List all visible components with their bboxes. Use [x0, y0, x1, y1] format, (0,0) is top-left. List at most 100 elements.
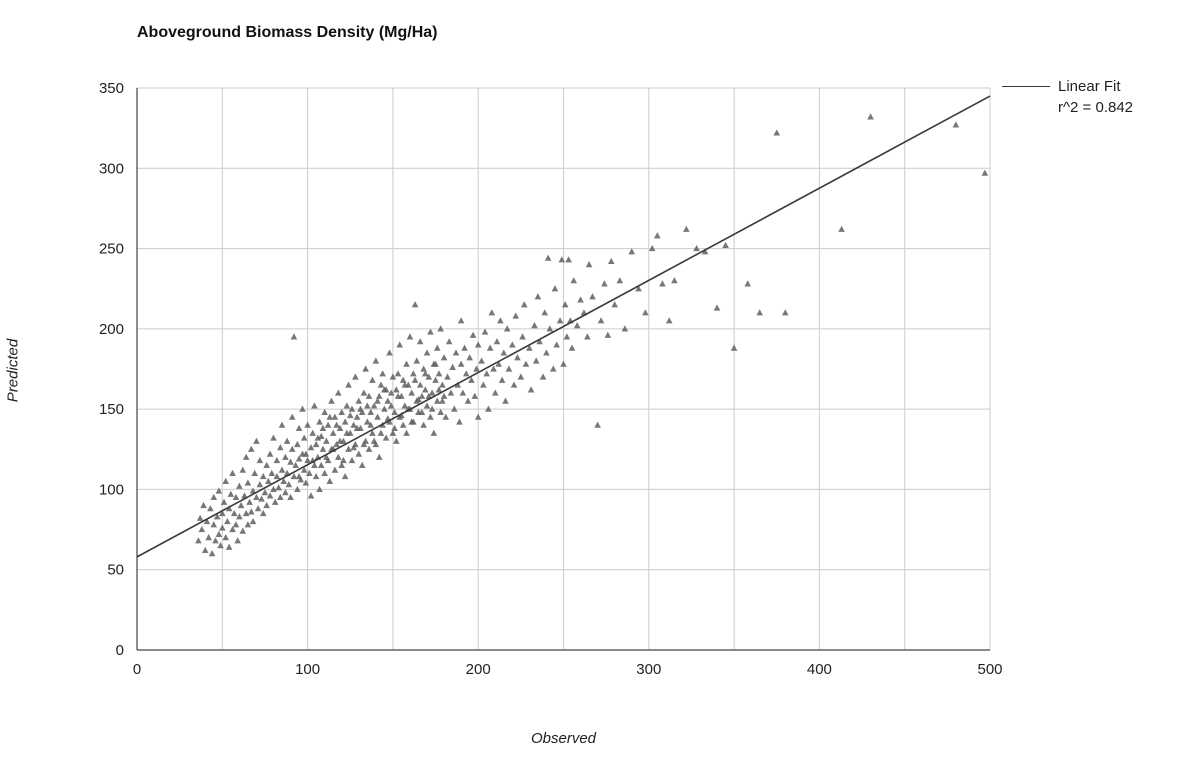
data-point: [222, 534, 230, 541]
data-point: [367, 421, 375, 428]
data-point: [343, 402, 351, 409]
data-point: [271, 498, 279, 505]
data-point: [350, 421, 357, 428]
legend-r-squared: r^2 = 0.842: [1058, 99, 1134, 116]
data-point: [391, 408, 398, 415]
data-point: [512, 312, 520, 319]
legend-label: Linear Fit: [1058, 78, 1121, 95]
data-point: [642, 309, 649, 316]
data-point: [396, 413, 404, 420]
data-point: [300, 434, 308, 441]
data-point: [287, 493, 294, 501]
data-point: [263, 501, 270, 509]
data-point: [225, 505, 233, 512]
data-point: [433, 344, 441, 351]
data-point: [224, 517, 231, 525]
data-point: [220, 498, 228, 505]
chart-title: Aboveground Biomass Density (Mg/Ha): [137, 24, 438, 41]
data-point: [565, 256, 572, 263]
data-point: [242, 453, 250, 460]
x-tick-label: 200: [466, 661, 491, 678]
data-point: [297, 476, 305, 483]
data-point: [561, 301, 569, 308]
data-point: [375, 453, 383, 460]
data-point: [304, 421, 311, 428]
data-point: [403, 429, 410, 436]
gridlines: [136, 87, 991, 651]
data-point: [420, 365, 427, 372]
data-point: [311, 461, 318, 468]
data-point: [744, 280, 752, 287]
data-point: [213, 513, 221, 520]
data-point: [416, 381, 424, 388]
data-point: [659, 280, 666, 287]
data-point: [541, 309, 549, 316]
data-point: [295, 455, 303, 462]
data-point: [427, 328, 434, 335]
data-point: [461, 344, 468, 351]
data-point: [423, 402, 431, 409]
data-point: [365, 445, 373, 452]
data-point: [280, 477, 288, 484]
data-point: [665, 317, 673, 324]
data-point: [693, 244, 700, 252]
data-point: [509, 341, 516, 348]
data-point: [312, 472, 320, 480]
data-point: [304, 456, 311, 464]
data-point: [713, 304, 721, 311]
data-point: [362, 437, 369, 444]
data-point: [445, 338, 453, 345]
data-point: [246, 498, 253, 505]
data-point: [198, 525, 206, 533]
data-point: [589, 293, 596, 300]
data-point: [404, 381, 412, 388]
data-point: [520, 301, 528, 308]
data-point: [462, 370, 470, 377]
data-point: [495, 360, 502, 367]
x-tick-label: 100: [295, 661, 320, 678]
data-point: [481, 328, 489, 335]
data-point: [219, 524, 226, 531]
data-point: [382, 434, 390, 441]
data-point: [553, 341, 560, 348]
data-point: [408, 389, 415, 396]
data-point: [452, 349, 460, 356]
x-tick-label: 300: [636, 661, 661, 678]
data-point: [314, 434, 322, 441]
data-point: [311, 402, 318, 409]
data-point: [239, 527, 247, 534]
data-point: [316, 485, 323, 493]
data-point: [335, 389, 342, 396]
data-point: [415, 395, 422, 403]
data-point: [244, 521, 252, 528]
data-point: [317, 461, 325, 468]
y-tick-label: 100: [99, 481, 124, 498]
data-point: [248, 445, 255, 452]
data-point: [425, 373, 433, 380]
data-point: [430, 429, 438, 436]
data-point: [375, 392, 383, 399]
data-point: [256, 481, 264, 488]
data-point: [229, 469, 236, 476]
data-point: [756, 309, 763, 316]
data-point: [369, 429, 376, 436]
data-point: [357, 424, 364, 432]
data-point: [324, 421, 332, 428]
data-point: [442, 413, 450, 420]
data-point: [422, 386, 429, 393]
data-point: [437, 408, 444, 415]
data-point: [317, 432, 325, 440]
data-point: [326, 413, 334, 420]
data-point: [278, 421, 286, 428]
data-point: [416, 338, 424, 345]
data-point: [408, 418, 415, 425]
data-point: [258, 495, 265, 502]
data-point: [413, 357, 421, 364]
x-tick-label: 500: [977, 661, 1002, 678]
y-tick-label: 150: [99, 401, 124, 418]
y-tick-label: 50: [107, 562, 124, 579]
data-point: [244, 479, 252, 486]
data-point: [473, 365, 480, 372]
data-point: [459, 389, 467, 396]
data-point: [319, 445, 327, 452]
